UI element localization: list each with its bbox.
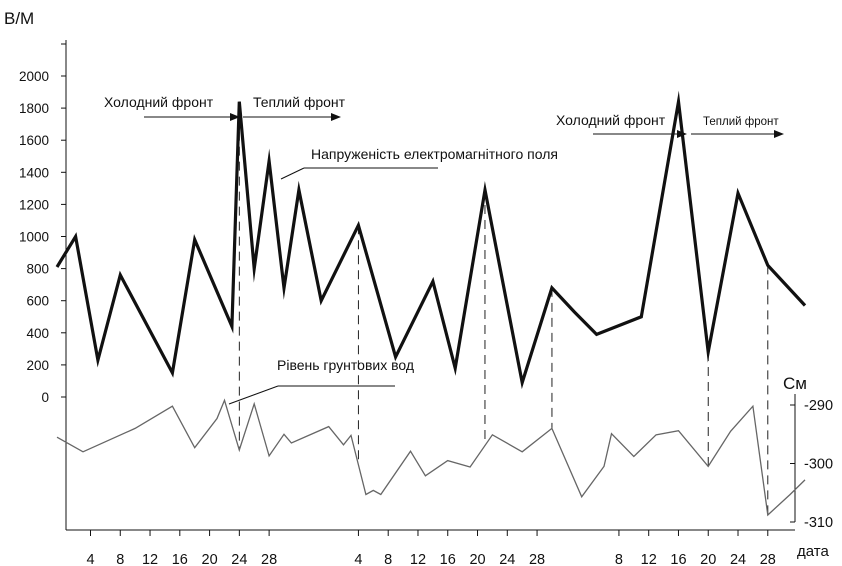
x-axis-label: дата [797,543,829,560]
water-label-annotation: Рівень грунтових вод [228,357,414,405]
field-series-label: Напруженість електромагнітного поля [311,146,558,162]
x-tick-label: 4 [86,552,94,566]
x-tick-label: 28 [529,552,545,566]
x-tick-label: 8 [615,552,623,566]
left-tick-label: 1000 [19,230,49,245]
x-tick-label: 24 [730,552,746,566]
cold-front-2-annotation: Холодний фронт [556,112,687,138]
x-tick-label: 16 [172,552,188,566]
x-tick-label: 16 [440,552,456,566]
left-tick-label: 2000 [19,69,49,84]
field-strength-line [55,90,807,390]
right-axis-ticks: -290 -300 -310 [790,398,833,531]
warm-front-1-label: Теплий фронт [253,94,346,110]
x-tick-label: 24 [499,552,515,566]
warm-front-2-arrowhead [774,130,784,138]
x-tick-label: 20 [700,552,716,566]
right-tick-label: -310 [804,515,833,531]
left-tick-label: 400 [26,326,49,341]
warm-front-2-annotation: Теплий фронт [691,116,784,138]
cold-front-1-label: Холодний фронт [104,94,214,110]
left-axis-title: В/М [4,9,34,28]
water-series-label: Рівень грунтових вод [277,357,414,373]
x-tick-label: 28 [760,552,776,566]
warm-front-2-label: Теплий фронт [703,116,779,128]
left-tick-label: 1400 [19,165,49,180]
left-axis-ticks: 0 200 400 600 800 1000 1200 1400 1600 1800 2000 [19,43,66,405]
field-leader-line [280,167,305,180]
water-leader-line [228,385,279,405]
right-tick-label: -290 [804,398,833,414]
left-tick-label: 1200 [19,197,49,212]
left-tick-label: 1800 [19,101,49,116]
x-tick-label: 28 [261,552,277,566]
series-group [55,90,807,517]
x-tick-label: 16 [670,552,686,566]
drop-lines [238,101,769,515]
warm-front-1-annotation: Теплий фронт [243,94,346,121]
left-tick-label: 800 [26,262,49,277]
cold-front-2-label: Холодний фронт [556,112,666,128]
left-tick-label: 200 [26,358,49,373]
cold-front-1-annotation: Холодний фронт [104,94,240,121]
field-label-annotation: Напруженість електромагнітного поля [280,146,558,180]
x-tick-label: 8 [384,552,392,566]
left-tick-label: 0 [41,390,49,405]
x-tick-label: 4 [354,552,362,566]
right-axis-title: См [783,374,807,393]
x-tick-label: 12 [641,552,657,566]
warm-front-1-arrowhead [331,113,341,121]
right-tick-label: -300 [804,457,833,473]
cold-front-1-arrowhead [230,113,240,121]
left-tick-label: 600 [26,294,49,309]
x-tick-label: 8 [116,552,124,566]
x-tick-label: 12 [410,552,426,566]
cold-front-2-arrowhead [677,130,687,138]
x-tick-label: 24 [231,552,247,566]
x-tick-label: 20 [469,552,485,566]
x-axis-ticks: 4 8 12 16 20 24 28 4 8 12 16 20 24 28 8 12 16 20 24 28 [86,530,776,566]
water-level-line [56,398,806,517]
x-tick-label: 12 [142,552,158,566]
x-tick-label: 20 [202,552,218,566]
left-tick-label: 1600 [19,133,49,148]
